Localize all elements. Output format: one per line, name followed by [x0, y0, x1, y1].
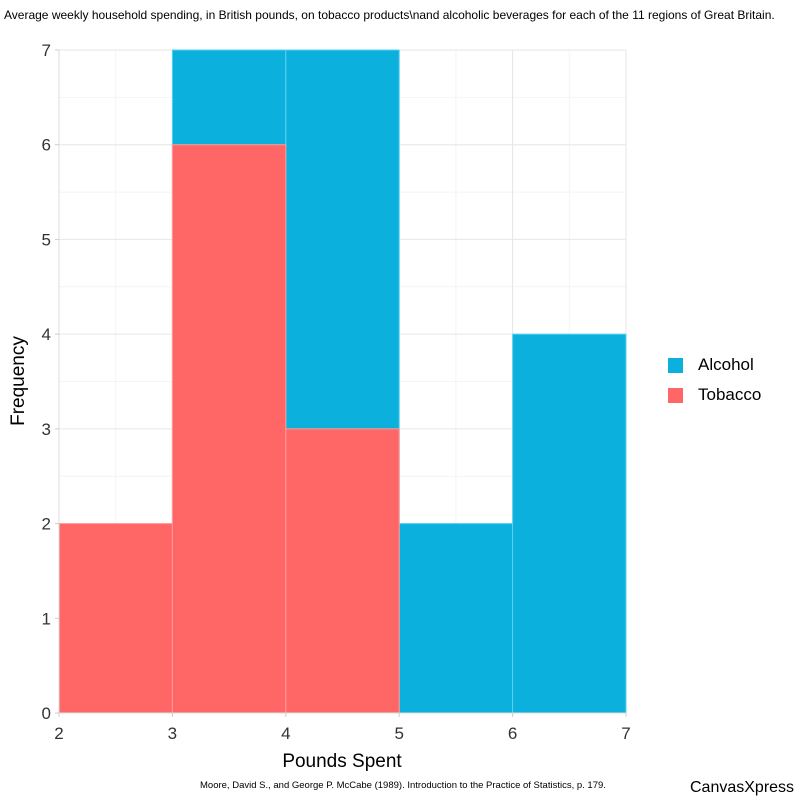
legend-item-tobacco[interactable]: Tobacco [668, 380, 761, 410]
brand-label: CanvasXpress [690, 779, 795, 796]
y-tick-label: 7 [42, 41, 51, 60]
x-tick-label: 3 [168, 724, 177, 743]
citation: Moore, David S., and George P. McCabe (1… [200, 780, 606, 791]
y-tick-label: 6 [42, 136, 51, 155]
y-tick-labels: 0 1 2 3 4 5 6 7 [42, 41, 51, 723]
x-tick-label: 7 [621, 724, 630, 743]
bar-alcohol [512, 333, 627, 714]
y-tick-label: 3 [42, 420, 51, 439]
bar-tobacco [58, 523, 173, 714]
x-tick-label: 2 [54, 724, 63, 743]
y-tick-label: 0 [42, 704, 51, 723]
y-tick-label: 4 [42, 325, 51, 344]
x-tick-label: 6 [508, 724, 517, 743]
legend-label-alcohol: Alcohol [698, 355, 754, 374]
y-tick-label: 5 [42, 230, 51, 249]
x-axis-title: Pounds Spent [282, 751, 402, 772]
legend-swatch-tobacco [668, 387, 683, 403]
bar-tobacco [285, 428, 400, 714]
y-axis-title: Frequency [8, 336, 29, 426]
bar-tobacco [171, 144, 287, 714]
x-tick-label: 4 [281, 724, 290, 743]
legend: Alcohol Tobacco [668, 350, 761, 410]
chart-title: Average weekly household spending, in Br… [4, 8, 775, 22]
bars [58, 49, 627, 714]
axes [55, 49, 627, 717]
bar-alcohol [398, 523, 514, 714]
x-tick-label: 5 [394, 724, 403, 743]
legend-label-tobacco: Tobacco [698, 385, 762, 404]
y-tick-label: 2 [42, 515, 51, 534]
legend-item-alcohol[interactable]: Alcohol [668, 350, 761, 380]
x-tick-labels: 2 3 4 5 6 7 [54, 724, 630, 743]
y-tick-label: 1 [42, 609, 51, 628]
legend-swatch-alcohol [668, 357, 683, 373]
